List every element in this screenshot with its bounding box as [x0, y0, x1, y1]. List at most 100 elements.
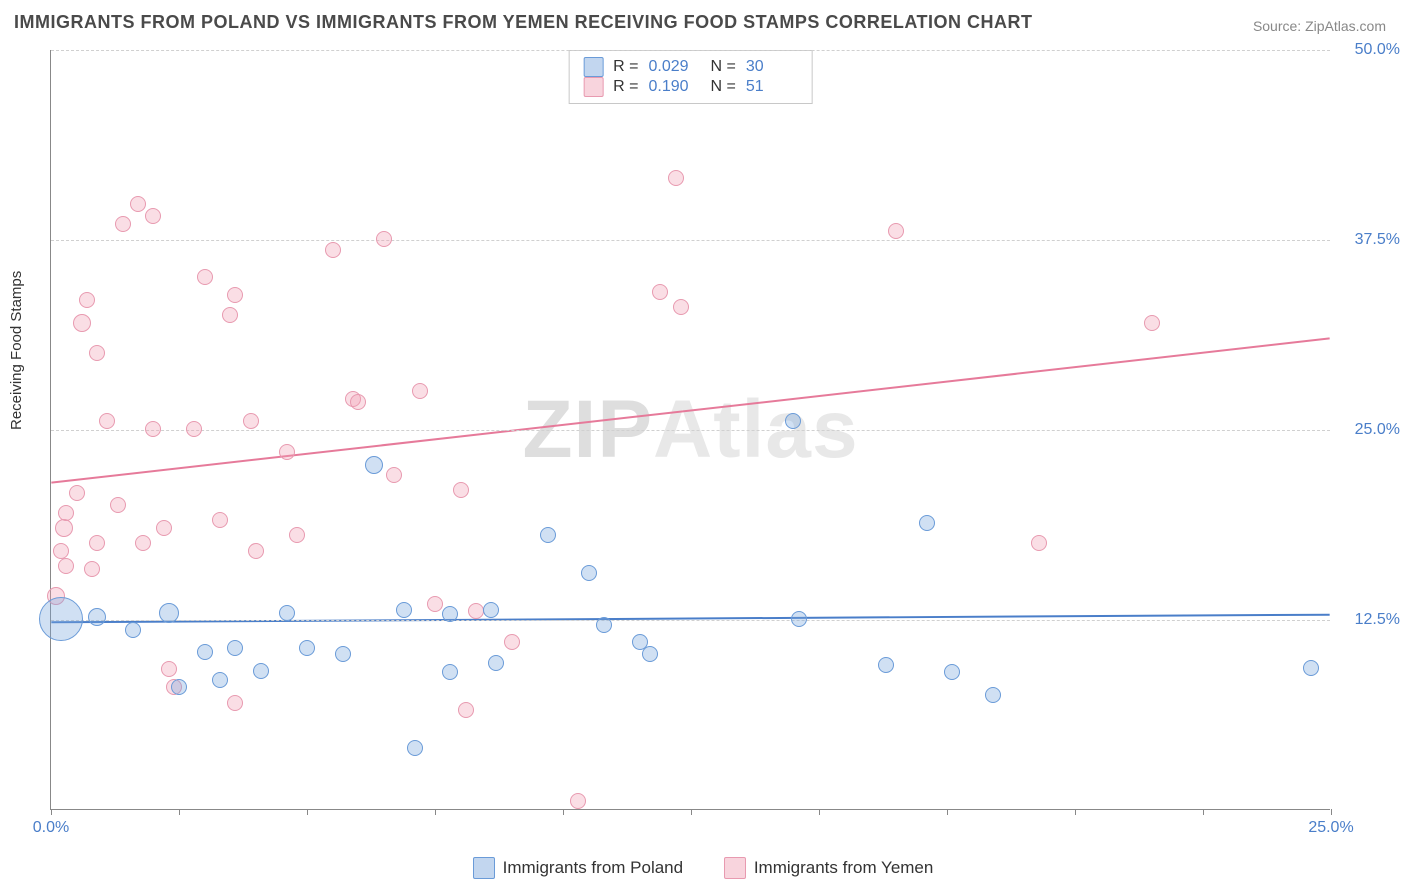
- data-point: [69, 485, 85, 501]
- data-point: [145, 208, 161, 224]
- x-tick: [819, 809, 820, 815]
- y-tick-label: 25.0%: [1355, 421, 1400, 439]
- stats-r-label: R =: [613, 78, 638, 96]
- data-point: [540, 527, 556, 543]
- data-point: [89, 345, 105, 361]
- data-point: [227, 695, 243, 711]
- data-point: [483, 602, 499, 618]
- data-point: [110, 497, 126, 513]
- data-point: [386, 467, 402, 483]
- data-point: [253, 663, 269, 679]
- stats-r-label: R =: [613, 58, 638, 76]
- y-tick-label: 50.0%: [1355, 41, 1400, 59]
- data-point: [53, 543, 69, 559]
- data-point: [159, 603, 179, 623]
- data-point: [570, 793, 586, 809]
- gridline: [51, 240, 1330, 241]
- data-point: [212, 512, 228, 528]
- gridline: [51, 430, 1330, 431]
- legend-item-yemen: Immigrants from Yemen: [724, 857, 934, 879]
- data-point: [55, 519, 73, 537]
- data-point: [652, 284, 668, 300]
- data-point: [145, 421, 161, 437]
- data-point: [488, 655, 504, 671]
- data-point: [376, 231, 392, 247]
- data-point: [888, 223, 904, 239]
- gridline: [51, 50, 1330, 51]
- stats-n-poland: 30: [746, 58, 798, 76]
- data-point: [668, 170, 684, 186]
- stats-row-yemen: R = 0.190 N = 51: [583, 77, 798, 97]
- data-point: [350, 394, 366, 410]
- data-point: [243, 413, 259, 429]
- data-point: [442, 606, 458, 622]
- y-tick-label: 37.5%: [1355, 231, 1400, 249]
- stats-n-label: N =: [711, 78, 736, 96]
- data-point: [335, 646, 351, 662]
- data-point: [504, 634, 520, 650]
- stats-r-yemen: 0.190: [649, 78, 701, 96]
- watermark-bold: ZIP: [522, 384, 653, 475]
- data-point: [985, 687, 1001, 703]
- data-point: [156, 520, 172, 536]
- data-point: [673, 299, 689, 315]
- x-tick-label: 25.0%: [1308, 819, 1353, 837]
- data-point: [791, 611, 807, 627]
- source-label: Source: ZipAtlas.com: [1253, 18, 1386, 34]
- data-point: [1031, 535, 1047, 551]
- data-point: [88, 608, 106, 626]
- x-tick: [563, 809, 564, 815]
- data-point: [125, 622, 141, 638]
- data-point: [84, 561, 100, 577]
- x-tick: [51, 809, 52, 815]
- data-point: [289, 527, 305, 543]
- stats-n-label: N =: [711, 58, 736, 76]
- trend-line: [51, 338, 1329, 482]
- x-tick: [179, 809, 180, 815]
- data-point: [135, 535, 151, 551]
- data-point: [227, 287, 243, 303]
- y-axis-label: Receiving Food Stamps: [8, 271, 25, 430]
- trend-line: [51, 615, 1329, 623]
- data-point: [458, 702, 474, 718]
- data-point: [115, 216, 131, 232]
- swatch-pink: [724, 857, 746, 879]
- y-tick-label: 12.5%: [1355, 611, 1400, 629]
- legend-label-yemen: Immigrants from Yemen: [754, 858, 934, 878]
- data-point: [299, 640, 315, 656]
- data-point: [878, 657, 894, 673]
- data-point: [581, 565, 597, 581]
- data-point: [212, 672, 228, 688]
- data-point: [248, 543, 264, 559]
- data-point: [427, 596, 443, 612]
- x-tick: [947, 809, 948, 815]
- data-point: [186, 421, 202, 437]
- data-point: [412, 383, 428, 399]
- data-point: [227, 640, 243, 656]
- stats-legend-box: R = 0.029 N = 30 R = 0.190 N = 51: [568, 50, 813, 104]
- data-point: [39, 597, 83, 641]
- scatter-plot: ZIPAtlas R = 0.029 N = 30 R = 0.190 N = …: [50, 50, 1330, 810]
- data-point: [596, 617, 612, 633]
- data-point: [1303, 660, 1319, 676]
- chart-title: IMMIGRANTS FROM POLAND VS IMMIGRANTS FRO…: [14, 12, 1033, 33]
- data-point: [468, 603, 484, 619]
- data-point: [130, 196, 146, 212]
- data-point: [642, 646, 658, 662]
- x-tick: [1203, 809, 1204, 815]
- data-point: [89, 535, 105, 551]
- data-point: [325, 242, 341, 258]
- data-point: [365, 456, 383, 474]
- data-point: [222, 307, 238, 323]
- data-point: [79, 292, 95, 308]
- data-point: [279, 444, 295, 460]
- swatch-blue: [473, 857, 495, 879]
- data-point: [944, 664, 960, 680]
- x-tick-label: 0.0%: [33, 819, 69, 837]
- swatch-blue: [583, 57, 603, 77]
- data-point: [396, 602, 412, 618]
- data-point: [1144, 315, 1160, 331]
- x-tick: [1075, 809, 1076, 815]
- data-point: [197, 269, 213, 285]
- x-tick: [435, 809, 436, 815]
